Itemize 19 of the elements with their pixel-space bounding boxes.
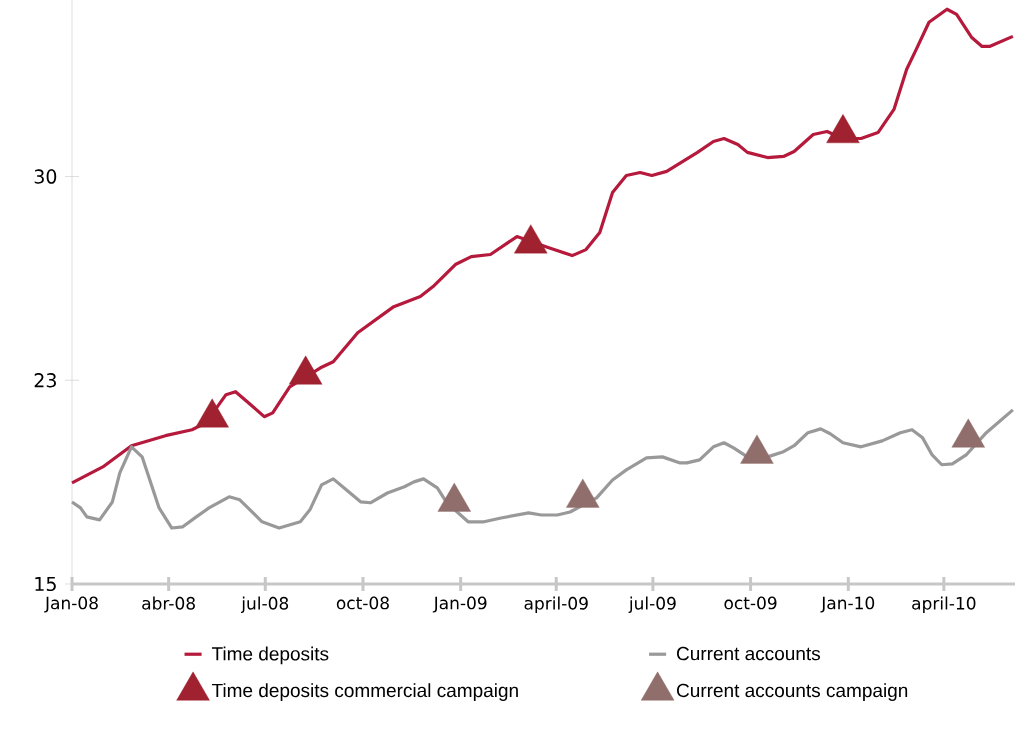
legend-label: Time deposits commercial campaign (211, 683, 518, 701)
x-tick-label: Jan-08 (44, 596, 98, 613)
line-series (70, 408, 1015, 530)
y-tick-label: 15 (35, 576, 56, 592)
legend-label: Time deposits (211, 646, 329, 665)
y-tick-label: 30 (34, 169, 57, 184)
legend-label: Current accounts campaign (677, 683, 908, 701)
x-tick-label: april-09 (524, 596, 588, 613)
x-tick-label: oct-08 (336, 596, 389, 610)
legend-label: Current accounts (677, 646, 821, 661)
line-series (70, 7, 1015, 485)
y-tick-label: 23 (34, 373, 56, 388)
x-tick-label: april-10 (912, 596, 976, 613)
x-tick-label: Jan-09 (432, 596, 487, 613)
x-tick-label: abr-08 (142, 596, 195, 610)
x-tick-label: jul-08 (240, 596, 289, 613)
x-tick-label: Jan-10 (820, 596, 875, 613)
x-tick-label: oct-09 (724, 596, 777, 610)
x-tick-label: jul-09 (628, 596, 676, 613)
